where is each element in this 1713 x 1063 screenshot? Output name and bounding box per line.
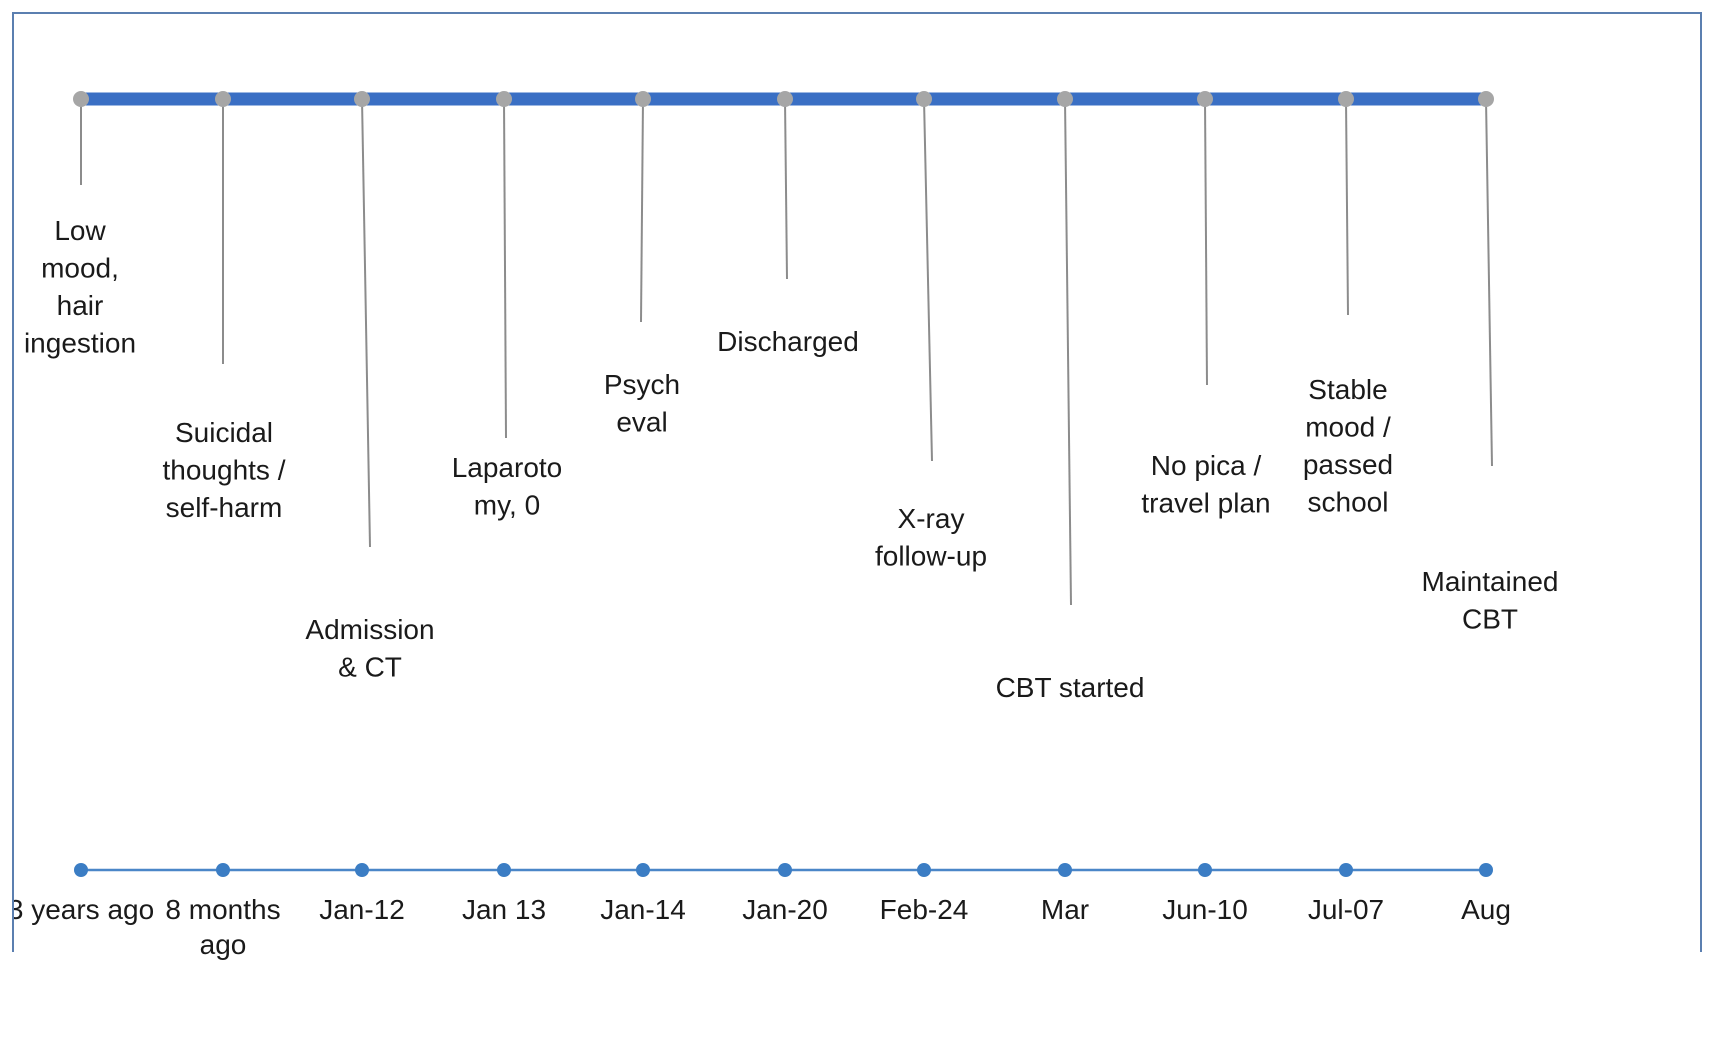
- date-axis-marker: [1479, 863, 1493, 877]
- event-label: X-ray follow-up: [875, 503, 987, 572]
- date-axis-marker: [355, 863, 369, 877]
- event-label-line: Suicidal: [175, 417, 273, 448]
- event-label-line: mood /: [1305, 412, 1391, 443]
- connector-line: [503, 98, 507, 439]
- tick-label: Jul-07: [1308, 894, 1384, 925]
- tick-label: 8 months ago: [165, 894, 280, 960]
- tick-label-line: 3 years ago: [14, 894, 154, 925]
- connector-line: [1485, 98, 1493, 467]
- connector-lines: [80, 98, 1493, 606]
- connector-line: [361, 98, 371, 548]
- event-label-line: passed: [1303, 449, 1393, 480]
- event-label: No pica / travel plan: [1141, 450, 1270, 519]
- event-label-line: Admission: [305, 614, 434, 645]
- timeline-bar-group: [73, 91, 1494, 107]
- event-label: Admission & CT: [305, 614, 434, 683]
- timeline-marker: [916, 91, 932, 107]
- event-label-line: CBT started: [996, 672, 1145, 703]
- connector-line: [1064, 98, 1072, 606]
- date-axis-group: [74, 863, 1493, 877]
- timeline-marker: [73, 91, 89, 107]
- chart-plot-area: Low mood, hair ingestion Suicidal thoughts / s…: [12, 12, 1702, 960]
- tick-label: Jun-10: [1162, 894, 1248, 925]
- event-label-line: hair: [57, 290, 104, 321]
- tick-label: Jan 13: [462, 894, 546, 925]
- event-label: Stable mood / passed school: [1303, 374, 1393, 518]
- tick-label: Jan-12: [319, 894, 405, 925]
- event-label: Psych eval: [604, 369, 680, 438]
- tick-label-line: Mar: [1041, 894, 1089, 925]
- event-label-line: Stable: [1308, 374, 1387, 405]
- tick-label-line: Jun-10: [1162, 894, 1248, 925]
- tick-label-line: Jan-12: [319, 894, 405, 925]
- event-label-line: my, 0: [474, 490, 540, 521]
- connector-line: [784, 98, 788, 280]
- event-label-line: Low: [54, 215, 106, 246]
- event-label: Discharged: [717, 326, 859, 357]
- event-label-line: thoughts /: [163, 455, 286, 486]
- date-axis-marker: [1058, 863, 1072, 877]
- event-label: Laparoto my, 0: [452, 452, 563, 521]
- event-labels: Low mood, hair ingestion Suicidal thoughts / s…: [24, 215, 1559, 703]
- tick-label: Feb-24: [880, 894, 969, 925]
- connector-line: [1204, 98, 1208, 386]
- tick-label: Mar: [1041, 894, 1089, 925]
- timeline-marker: [1478, 91, 1494, 107]
- tick-label: Jan-14: [600, 894, 686, 925]
- event-label: Low mood, hair ingestion: [24, 215, 136, 359]
- tick-label-line: ago: [200, 929, 247, 960]
- tick-label-line: Jan-14: [600, 894, 686, 925]
- connector-line: [1345, 98, 1349, 316]
- event-label-line: Psych: [604, 369, 680, 400]
- event-label: CBT started: [996, 672, 1145, 703]
- tick-label: Jan-20: [742, 894, 828, 925]
- timeline-marker: [635, 91, 651, 107]
- timeline-marker: [496, 91, 512, 107]
- tick-label-line: Aug: [1461, 894, 1511, 925]
- connector-line: [640, 98, 644, 323]
- date-axis-marker: [497, 863, 511, 877]
- event-label-line: CBT: [1462, 604, 1518, 635]
- tick-label: Aug: [1461, 894, 1511, 925]
- event-label-line: school: [1308, 487, 1389, 518]
- timeline-chart: Low mood, hair ingestion Suicidal thoughts / s…: [14, 91, 1559, 960]
- date-axis-marker: [917, 863, 931, 877]
- event-label: Maintained CBT: [1422, 566, 1559, 635]
- event-label-line: follow-up: [875, 541, 987, 572]
- event-label-line: No pica /: [1151, 450, 1262, 481]
- event-label-line: Laparoto: [452, 452, 563, 483]
- tick-labels: 3 years ago 8 months ago Jan-12 Jan 13 Jan-14…: [14, 894, 1511, 960]
- event-label-line: mood,: [41, 253, 119, 284]
- event-label-line: ingestion: [24, 328, 136, 359]
- date-axis-marker: [1339, 863, 1353, 877]
- connector-line: [923, 98, 933, 462]
- date-axis-marker: [216, 863, 230, 877]
- timeline-marker: [354, 91, 370, 107]
- event-label-line: Maintained: [1422, 566, 1559, 597]
- timeline-marker: [777, 91, 793, 107]
- timeline-marker: [1197, 91, 1213, 107]
- event-label: Suicidal thoughts / self-harm: [163, 417, 286, 523]
- date-axis-marker: [1198, 863, 1212, 877]
- event-label-line: Discharged: [717, 326, 859, 357]
- tick-label-line: Jul-07: [1308, 894, 1384, 925]
- event-label-line: X-ray: [898, 503, 965, 534]
- event-label-line: travel plan: [1141, 488, 1270, 519]
- date-axis-marker: [74, 863, 88, 877]
- event-label-line: self-harm: [166, 492, 283, 523]
- timeline-marker: [215, 91, 231, 107]
- event-label-line: & CT: [338, 652, 402, 683]
- tick-label-line: Feb-24: [880, 894, 969, 925]
- tick-label-line: 8 months: [165, 894, 280, 925]
- event-label-line: eval: [616, 407, 667, 438]
- tick-label: 3 years ago: [14, 894, 154, 925]
- tick-label-line: Jan-20: [742, 894, 828, 925]
- date-axis-marker: [778, 863, 792, 877]
- timeline-marker: [1057, 91, 1073, 107]
- timeline-marker: [1338, 91, 1354, 107]
- tick-label-line: Jan 13: [462, 894, 546, 925]
- date-axis-marker: [636, 863, 650, 877]
